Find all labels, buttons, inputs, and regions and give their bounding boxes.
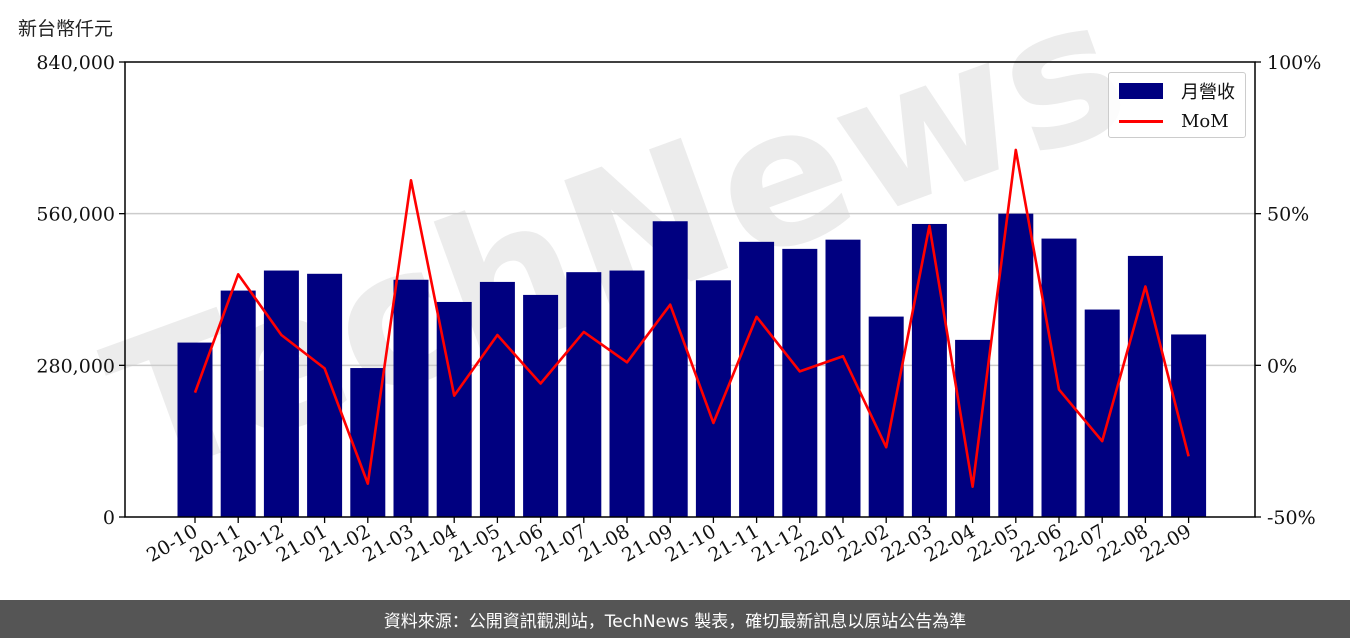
y-right-tick-label: -50% <box>1267 507 1316 529</box>
revenue-bar <box>652 221 688 517</box>
revenue-bar <box>523 294 559 517</box>
revenue-bar <box>868 316 904 517</box>
plot-frame <box>124 61 1256 518</box>
revenue-bar <box>998 213 1034 517</box>
revenue-bar <box>307 273 343 517</box>
y-left-tick-label: 280,000 <box>36 355 115 377</box>
revenue-bar <box>220 290 256 517</box>
y-left-tick-label: 560,000 <box>36 204 115 226</box>
source-footer: 資料來源：公開資訊觀測站，TechNews 製表，確切最新訊息以原站公告為準 <box>0 600 1350 638</box>
y-left-tick-label: 0 <box>103 507 115 529</box>
revenue-bar <box>1084 309 1120 517</box>
revenue-bar <box>782 248 818 517</box>
revenue-chart: TechNews 0280,000560,000840,000-50%0%50%… <box>36 0 1321 567</box>
y-right-tick-label: 0% <box>1267 355 1297 377</box>
revenue-bar <box>911 223 947 518</box>
revenue-bar <box>695 280 731 517</box>
legend-bar-swatch <box>1119 83 1163 99</box>
legend-label-revenue: 月營收 <box>1181 82 1235 103</box>
legend: 月營收 MoM <box>1108 72 1246 138</box>
mom-line-series <box>193 148 1190 488</box>
revenue-bar <box>393 279 429 517</box>
revenue-bar <box>609 270 645 517</box>
revenue-bar <box>1041 238 1077 518</box>
y-right-tick-label: 100% <box>1267 52 1321 74</box>
revenue-bar <box>825 239 861 517</box>
mom-line <box>193 148 1190 488</box>
y-left-tick-label: 840,000 <box>36 52 115 74</box>
revenue-bar <box>263 270 299 517</box>
revenue-bar <box>955 339 991 517</box>
legend-line-swatch <box>1119 119 1163 123</box>
x-tick-label: 22-09 <box>1137 520 1195 566</box>
legend-item-mom: MoM <box>1119 109 1229 133</box>
revenue-bar <box>566 272 602 517</box>
revenue-bar <box>479 281 515 517</box>
revenue-bar <box>739 241 775 518</box>
bar-series <box>177 213 1207 518</box>
revenue-bar <box>1171 334 1207 517</box>
legend-item-revenue: 月營收 <box>1119 79 1235 103</box>
revenue-bar <box>177 342 213 517</box>
revenue-bar <box>1127 255 1163 517</box>
legend-label-mom: MoM <box>1181 110 1229 132</box>
y-right-tick-label: 50% <box>1267 204 1309 226</box>
y-axis-unit-label: 新台幣仟元 <box>18 18 114 40</box>
